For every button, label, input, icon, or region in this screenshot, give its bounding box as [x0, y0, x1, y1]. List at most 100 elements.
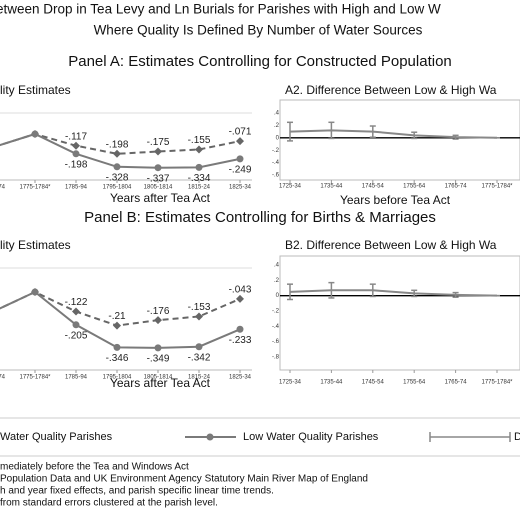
y-tick-label: 0	[276, 293, 280, 299]
x-tick-label: 1745-54	[362, 380, 385, 386]
x-tick-label: 1765-74	[0, 185, 6, 191]
value-label: -.155	[188, 135, 211, 146]
value-label: -.176	[147, 306, 170, 317]
series-line	[289, 129, 498, 139]
x-tick-label: 1785-94	[65, 375, 88, 381]
title-line: Where Quality Is Defined By Number of Wa…	[94, 23, 423, 38]
y-tick-label: -.2	[272, 148, 280, 154]
chart-title: lity Estimates	[0, 238, 71, 252]
legend-label: Water Quality Parishes	[0, 431, 113, 443]
x-tick-label: 1725-34	[279, 380, 302, 386]
legend-label: Low Water Quality Parishes	[243, 431, 379, 443]
value-label: -.334	[188, 173, 211, 184]
note: h and year fixed effects, and parish spe…	[0, 486, 274, 497]
panel-title: Panel A: Estimates Controlling for Const…	[68, 53, 452, 70]
point	[72, 141, 80, 150]
plot-frame	[279, 255, 520, 371]
value-label: -.198	[65, 159, 88, 170]
note: Population Data and UK Environment Agenc…	[0, 474, 368, 485]
point	[154, 344, 162, 352]
legend-label: D	[514, 431, 520, 443]
plot-frame	[279, 99, 520, 181]
x-tick-label: 1755-64	[403, 380, 426, 386]
point	[195, 163, 203, 171]
x-tick-label: 1785-94	[65, 185, 88, 191]
y-tick-label: .4	[274, 263, 280, 269]
x-tick-label: 1815-24	[188, 375, 211, 381]
point	[113, 149, 121, 158]
y-tick-label: -.4	[272, 160, 280, 166]
x-tick-label: 1805-1814	[144, 375, 173, 381]
point	[236, 155, 244, 163]
point	[31, 288, 39, 296]
x-tick-label: 1735-44	[320, 184, 343, 190]
point	[72, 150, 80, 158]
x-tick-label: 1775-1784*	[481, 380, 513, 386]
x-axis-label: Years after Tea Act	[110, 191, 211, 205]
value-label: -.328	[106, 172, 129, 183]
value-label: -.071	[229, 127, 252, 138]
point	[236, 294, 244, 303]
x-tick-label: 1805-1814	[144, 185, 173, 191]
x-tick-label: 1775-1784*	[481, 184, 513, 190]
x-tick-label: 1795-1804	[103, 375, 132, 381]
panel-title: Panel B: Estimates Controlling for Birth…	[84, 209, 436, 226]
chart-title: A2. Difference Between Low & High Wa	[285, 83, 497, 97]
value-label: -.117	[65, 131, 87, 142]
value-label: -.233	[229, 335, 252, 346]
x-axis-label: Years after Tea Act	[110, 376, 211, 390]
value-label: -.043	[229, 285, 252, 296]
y-tick-label: -.2	[272, 309, 280, 315]
x-tick-label: 1775-1784*	[19, 375, 51, 381]
value-label: -.205	[65, 330, 88, 341]
point	[154, 147, 162, 156]
value-label: -.175	[147, 137, 170, 148]
x-tick-label: 1775-1784*	[19, 185, 51, 191]
x-tick-label: 1725-34	[279, 184, 302, 190]
y-tick-label: -.6	[272, 339, 280, 345]
point	[31, 130, 39, 138]
note: from standard errors clustered at the pa…	[0, 498, 218, 509]
point	[236, 137, 244, 146]
x-tick-label: 1765-74	[445, 380, 468, 386]
value-label: -.342	[188, 352, 211, 363]
point	[72, 307, 80, 316]
point	[195, 343, 203, 351]
series-line	[289, 289, 498, 297]
y-tick-label: -.4	[272, 324, 280, 330]
legend-marker	[206, 433, 214, 441]
point	[154, 316, 162, 325]
title-line: etween Drop in Tea Levy and Ln Burials f…	[0, 2, 441, 17]
point	[154, 164, 162, 172]
value-label: -.337	[147, 173, 170, 184]
point	[113, 343, 121, 351]
x-tick-label: 1825-34	[229, 375, 252, 381]
x-tick-label: 1825-34	[229, 185, 252, 191]
x-tick-label: 1795-1804	[103, 185, 132, 191]
y-tick-label: 0	[276, 135, 280, 141]
value-label: -.249	[229, 165, 252, 176]
point	[113, 321, 121, 330]
note: mediately before the Tea and Windows Act	[0, 462, 189, 473]
value-label: -.349	[147, 353, 170, 364]
value-label: -.122	[65, 297, 88, 308]
value-label: -.346	[106, 353, 129, 364]
x-axis-label: Years before Tea Act	[340, 193, 451, 207]
point	[195, 145, 203, 154]
x-tick-label: 1745-54	[362, 184, 385, 190]
y-tick-label: .4	[274, 111, 280, 117]
y-tick-label: -.6	[272, 173, 280, 179]
x-tick-label: 1765-74	[445, 184, 468, 190]
value-label: -.198	[106, 139, 129, 150]
y-tick-label: .2	[274, 123, 280, 129]
x-tick-label: 1755-64	[403, 184, 426, 190]
y-tick-label: .2	[274, 278, 280, 284]
y-tick-label: -.8	[272, 355, 280, 361]
x-tick-label: 1765-74	[0, 375, 6, 381]
point	[113, 163, 121, 171]
point	[72, 321, 80, 329]
value-label: -.21	[108, 311, 126, 322]
value-label: -.153	[188, 302, 211, 313]
x-tick-label: 1735-44	[320, 380, 343, 386]
